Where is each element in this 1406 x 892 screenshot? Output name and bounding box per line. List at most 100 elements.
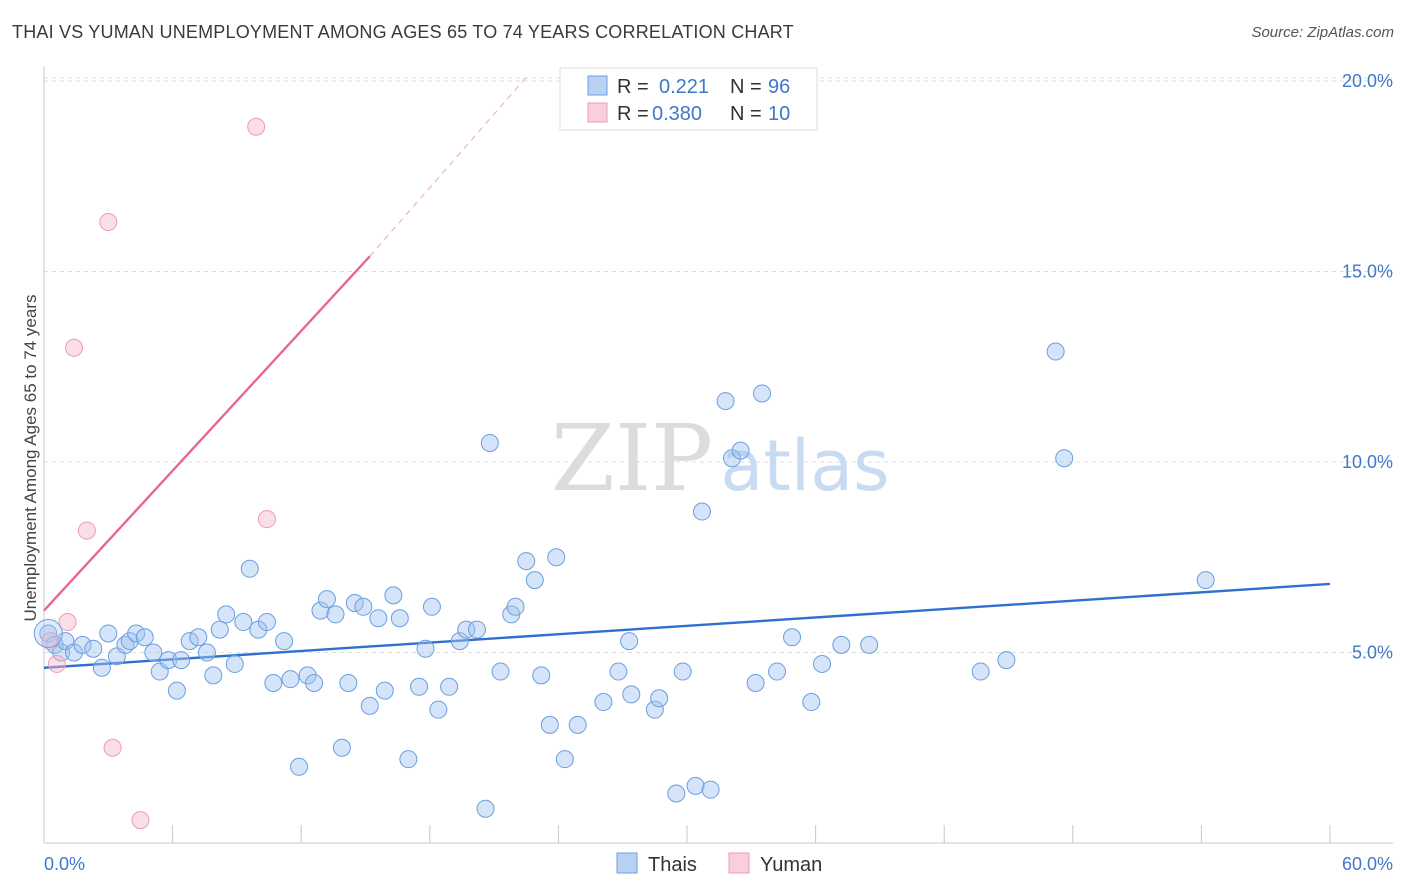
- point-thais: [701, 780, 720, 799]
- point-thais: [997, 651, 1016, 670]
- point-thais: [450, 632, 469, 651]
- point-thais: [305, 673, 324, 692]
- point-thais: [860, 635, 879, 654]
- point-thais: [832, 635, 851, 654]
- stats-n-label-thais: N =: [730, 76, 762, 98]
- point-thais: [264, 673, 283, 692]
- stats-n-value-thais: 96: [768, 76, 790, 98]
- point-thais: [667, 784, 686, 803]
- point-thais: [1046, 342, 1065, 361]
- point-thais: [525, 571, 544, 590]
- point-yuman: [99, 213, 118, 232]
- point-thais: [429, 700, 448, 719]
- source-credit: Source: ZipAtlas.com: [1251, 24, 1394, 41]
- y-tick-label: 5.0%: [1352, 643, 1393, 663]
- point-thais: [210, 620, 229, 639]
- point-thais: [547, 548, 566, 567]
- data-points: [33, 117, 1215, 830]
- stats-legend-thais-swatch: [587, 75, 608, 96]
- point-thais: [645, 700, 664, 719]
- point-thais: [52, 643, 71, 662]
- point-thais: [135, 628, 154, 647]
- point-thais: [416, 639, 435, 658]
- point-thais: [159, 651, 178, 670]
- point-thais: [480, 433, 499, 452]
- point-yuman: [58, 613, 77, 632]
- point-yuman: [47, 654, 66, 673]
- point-thais: [746, 673, 765, 692]
- point-thais: [298, 666, 317, 685]
- y-tick-label: 15.0%: [1342, 262, 1393, 282]
- point-yuman: [131, 811, 150, 830]
- point-thais: [127, 624, 146, 643]
- point-thais: [375, 681, 394, 700]
- point-thais: [971, 662, 990, 681]
- x-tick-label-min: 0.0%: [44, 854, 85, 874]
- point-thais: [180, 632, 199, 651]
- point-thais: [650, 689, 669, 708]
- point-thais: [491, 662, 510, 681]
- trend-lines: [43, 76, 1331, 669]
- stats-legend: R = 0.221 N = 96 R = 0.380 N = 10: [559, 67, 818, 131]
- point-thais: [257, 613, 276, 632]
- point-thais: [716, 392, 735, 411]
- point-thais: [172, 651, 191, 670]
- point-thais: [290, 757, 309, 776]
- point-yuman: [257, 510, 276, 529]
- point-thais: [326, 605, 345, 624]
- point-yuman: [41, 632, 60, 651]
- point-thais: [311, 601, 330, 620]
- y-tick-label: 20.0%: [1342, 71, 1393, 91]
- legend-yuman-label: Yuman: [760, 854, 822, 876]
- stats-legend-yuman-swatch: [587, 102, 608, 123]
- point-thais: [339, 673, 358, 692]
- point-thais: [517, 552, 536, 571]
- point-thais: [360, 696, 379, 715]
- point-thais: [144, 643, 163, 662]
- point-thais: [813, 654, 832, 673]
- point-thais: [1055, 449, 1074, 468]
- trend-line-yuman-extension: [369, 76, 527, 257]
- trend-line-yuman: [43, 255, 371, 612]
- stats-n-value-yuman: 10: [768, 103, 790, 125]
- stats-n-label-yuman: N =: [730, 103, 762, 125]
- point-thais: [332, 738, 351, 757]
- point-thais: [622, 685, 641, 704]
- point-thais: [354, 597, 373, 616]
- stats-r-value-yuman: 0.380: [652, 103, 702, 125]
- point-thais: [120, 632, 139, 651]
- point-thais: [422, 597, 441, 616]
- point-yuman: [65, 338, 84, 357]
- point-thais: [506, 597, 525, 616]
- point-thais: [99, 624, 118, 643]
- point-thais: [197, 643, 216, 662]
- point-thais: [532, 666, 551, 685]
- point-thais-cluster: [33, 618, 63, 648]
- point-thais: [731, 441, 750, 460]
- point-thais: [555, 750, 574, 769]
- legend-thais-swatch: [616, 852, 638, 874]
- point-thais: [768, 662, 787, 681]
- point-thais: [390, 609, 409, 628]
- point-thais: [540, 715, 559, 734]
- point-thais: [620, 632, 639, 651]
- point-yuman: [247, 117, 266, 136]
- point-thais: [317, 590, 336, 609]
- stats-r-label-yuman: R =: [617, 103, 649, 125]
- point-thais: [345, 593, 364, 612]
- point-thais: [73, 635, 92, 654]
- point-thais: [234, 613, 253, 632]
- point-thais: [204, 666, 223, 685]
- trend-line-thais: [43, 582, 1331, 669]
- point-thais: [225, 654, 244, 673]
- point-yuman: [103, 738, 122, 757]
- watermark-atlas: atlas: [720, 425, 889, 507]
- point-thais: [281, 670, 300, 689]
- point-thais: [369, 609, 388, 628]
- point-thais: [457, 620, 476, 639]
- point-thais: [568, 715, 587, 734]
- stats-r-label-thais: R =: [617, 76, 649, 98]
- point-thais: [92, 658, 111, 677]
- point-thais: [217, 605, 236, 624]
